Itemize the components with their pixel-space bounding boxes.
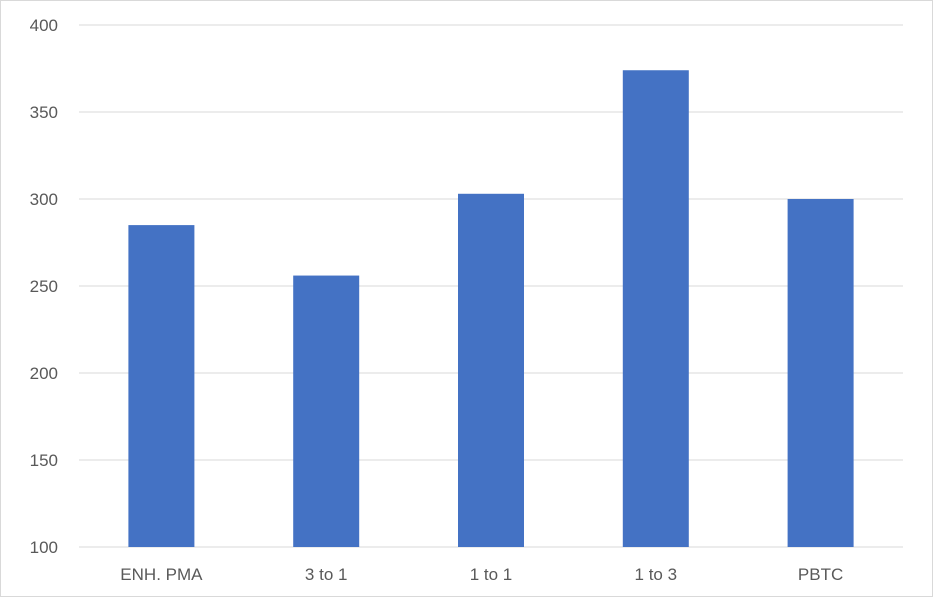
y-axis-tick-labels: 100 150 200 250 300 350 400: [30, 16, 58, 557]
y-tick-label: 100: [30, 538, 58, 557]
x-axis-tick-labels: ENH. PMA 3 to 1 1 to 1 1 to 3 PBTC: [120, 565, 843, 584]
y-tick-label: 150: [30, 451, 58, 470]
y-tick-label: 250: [30, 277, 58, 296]
y-tick-label: 350: [30, 103, 58, 122]
bars: [128, 70, 854, 548]
y-tick-label: 300: [30, 190, 58, 209]
x-tick-label: ENH. PMA: [120, 565, 203, 584]
x-tick-label: 1 to 3: [635, 565, 678, 584]
bar-2: [458, 193, 524, 547]
bar-4: [787, 199, 854, 547]
x-tick-label: PBTC: [798, 565, 843, 584]
bar-3: [622, 70, 689, 548]
bar-1: [293, 275, 360, 547]
bar-0: [128, 225, 195, 547]
x-tick-label: 3 to 1: [305, 565, 348, 584]
y-tick-label: 200: [30, 364, 58, 383]
x-tick-label: 1 to 1: [470, 565, 513, 584]
y-tick-label: 400: [30, 16, 58, 35]
